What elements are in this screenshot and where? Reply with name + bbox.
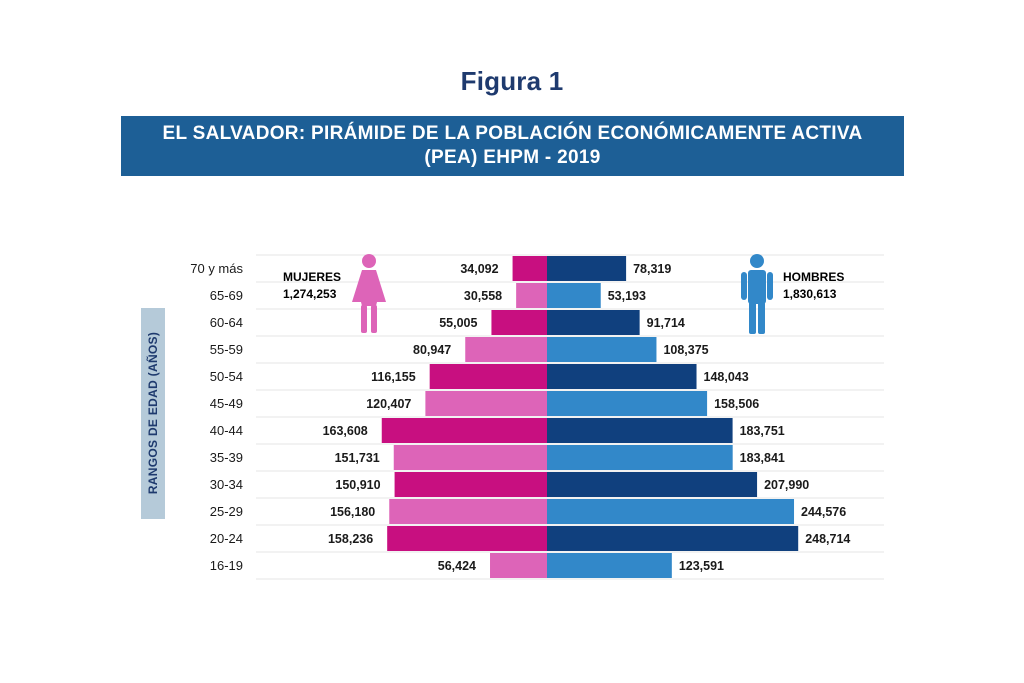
bar-hombres [547, 418, 733, 443]
value-label-mujeres: 56,424 [438, 559, 476, 573]
category-label: 25-29 [210, 504, 243, 519]
bar-hombres [547, 445, 733, 470]
value-label-hombres: 53,193 [608, 289, 646, 303]
value-label-hombres: 91,714 [647, 316, 685, 330]
category-label: 40-44 [210, 423, 243, 438]
value-label-mujeres: 30,558 [464, 289, 502, 303]
bars [381, 256, 799, 578]
bar-hombres [547, 472, 758, 497]
category-label: 70 y más [190, 261, 243, 276]
bar-mujeres [516, 283, 547, 308]
bar-mujeres [393, 445, 547, 470]
value-label-mujeres: 156,180 [330, 505, 375, 519]
woman-icon [352, 254, 386, 333]
category-label: 65-69 [210, 288, 243, 303]
value-label-hombres: 183,751 [740, 424, 785, 438]
value-label-mujeres: 163,608 [323, 424, 368, 438]
bar-mujeres [490, 553, 547, 578]
bar-hombres [547, 310, 640, 335]
bar-hombres [547, 499, 795, 524]
legend-women-total: 1,274,253 [283, 287, 337, 301]
legend-men-total: 1,830,613 [783, 287, 837, 301]
bar-mujeres [425, 391, 547, 416]
value-label-hombres: 183,841 [740, 451, 785, 465]
value-label-hombres: 158,506 [714, 397, 759, 411]
value-labels: 34,092 78,319 30,558 53,193 55,005 91,714 80,9… [323, 262, 851, 573]
figure-label: Figura 1 [460, 66, 564, 96]
category-label: 55-59 [210, 342, 243, 357]
bar-mujeres [491, 310, 547, 335]
bar-mujeres [389, 499, 547, 524]
chart-title-banner: EL SALVADOR: PIRÁMIDE DE LA POBLACIÓN EC… [121, 116, 904, 176]
value-label-mujeres: 34,092 [460, 262, 498, 276]
value-label-mujeres: 80,947 [413, 343, 451, 357]
bar-mujeres [465, 337, 547, 362]
bar-hombres [547, 391, 708, 416]
y-axis-label-box [141, 308, 165, 519]
bar-hombres [547, 256, 627, 281]
bar-mujeres [381, 418, 547, 443]
category-label: 35-39 [210, 450, 243, 465]
bar-hombres [547, 337, 657, 362]
chart-title-line-1: EL SALVADOR: PIRÁMIDE DE LA POBLACIÓN EC… [162, 123, 863, 144]
bar-mujeres [429, 364, 547, 389]
value-label-mujeres: 151,731 [335, 451, 380, 465]
value-label-hombres: 148,043 [704, 370, 749, 384]
value-label-mujeres: 116,155 [371, 370, 416, 384]
bar-mujeres [387, 526, 547, 551]
value-label-hombres: 123,591 [679, 559, 724, 573]
value-label-mujeres: 55,005 [439, 316, 477, 330]
value-label-mujeres: 120,407 [366, 397, 411, 411]
bar-hombres [547, 364, 697, 389]
category-label: 45-49 [210, 396, 243, 411]
value-label-hombres: 248,714 [805, 532, 850, 546]
bar-mujeres [512, 256, 547, 281]
value-label-hombres: 207,990 [764, 478, 809, 492]
value-label-hombres: 244,576 [801, 505, 846, 519]
category-label: 16-19 [210, 558, 243, 573]
bar-mujeres [394, 472, 547, 497]
category-label: 20-24 [210, 531, 243, 546]
category-label: 30-34 [210, 477, 243, 492]
category-label: 60-64 [210, 315, 243, 330]
bar-hombres [547, 526, 799, 551]
bar-hombres [547, 283, 601, 308]
man-icon [741, 254, 773, 334]
category-labels: 70 y más 65-69 60-64 55-59 50-54 45-49 40-44 35… [190, 261, 243, 573]
legend-men-label: HOMBRES [783, 270, 844, 284]
value-label-hombres: 108,375 [663, 343, 708, 357]
legend-women-label: MUJERES [283, 270, 341, 284]
chart-title-line-2: (PEA) EHPM - 2019 [424, 147, 601, 168]
value-label-mujeres: 150,910 [335, 478, 380, 492]
category-label: 50-54 [210, 369, 243, 384]
value-label-hombres: 78,319 [633, 262, 671, 276]
value-label-mujeres: 158,236 [328, 532, 373, 546]
bar-hombres [547, 553, 672, 578]
